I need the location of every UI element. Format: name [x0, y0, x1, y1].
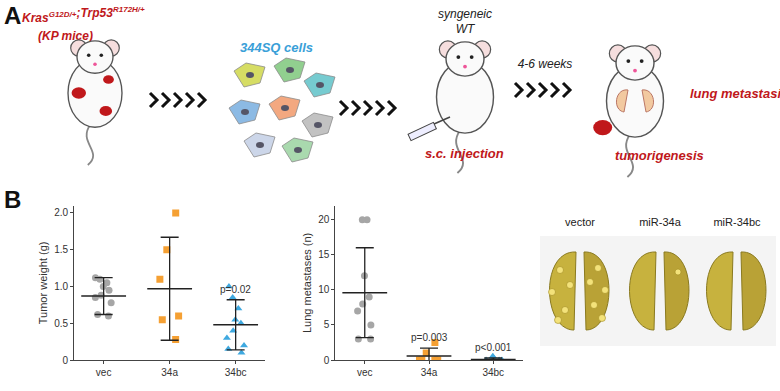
- svg-text:p=0.02: p=0.02: [220, 284, 251, 295]
- svg-text:p=0.003: p=0.003: [411, 332, 448, 343]
- svg-text:vector: vector: [565, 216, 595, 228]
- svg-text:34a: 34a: [161, 367, 178, 378]
- svg-text:Lung metastases (n): Lung metastases (n): [301, 233, 313, 333]
- svg-text:0.5: 0.5: [54, 318, 68, 329]
- svg-text:344SQ cells: 344SQ cells: [240, 40, 313, 55]
- svg-text:34a: 34a: [421, 367, 438, 378]
- svg-text:1.5: 1.5: [54, 244, 68, 255]
- svg-text:KrasG12D/+;Trp53R172H/+: KrasG12D/+;Trp53R172H/+: [22, 5, 145, 25]
- svg-text:10: 10: [318, 284, 330, 295]
- svg-text:1.0: 1.0: [54, 281, 68, 292]
- svg-text:A: A: [4, 2, 21, 29]
- svg-text:34bc: 34bc: [482, 367, 504, 378]
- svg-text:p<0.001: p<0.001: [475, 342, 512, 353]
- svg-text:5: 5: [324, 319, 330, 330]
- svg-text:Tumor weight (g): Tumor weight (g): [37, 241, 49, 324]
- svg-text:tumorigenesis: tumorigenesis: [615, 148, 704, 163]
- svg-text:2.0: 2.0: [54, 207, 68, 218]
- svg-text:20: 20: [318, 214, 330, 225]
- svg-text:15: 15: [318, 249, 330, 260]
- svg-text:syngeneic: syngeneic: [438, 7, 492, 21]
- svg-text:34bc: 34bc: [225, 367, 247, 378]
- svg-text:miR-34a: miR-34a: [639, 216, 681, 228]
- svg-text:vec: vec: [96, 367, 112, 378]
- svg-text:0: 0: [324, 355, 330, 366]
- svg-text:s.c. injection: s.c. injection: [425, 146, 504, 161]
- svg-text:4-6 weeks: 4-6 weeks: [518, 57, 573, 71]
- svg-text:WT: WT: [456, 22, 476, 36]
- svg-text:(KP mice): (KP mice): [38, 29, 93, 43]
- svg-text:lung metastasis: lung metastasis: [690, 86, 780, 101]
- svg-text:B: B: [4, 186, 21, 213]
- svg-text:0: 0: [63, 355, 69, 366]
- svg-text:vec: vec: [357, 367, 373, 378]
- svg-text:miR-34bc: miR-34bc: [713, 216, 761, 228]
